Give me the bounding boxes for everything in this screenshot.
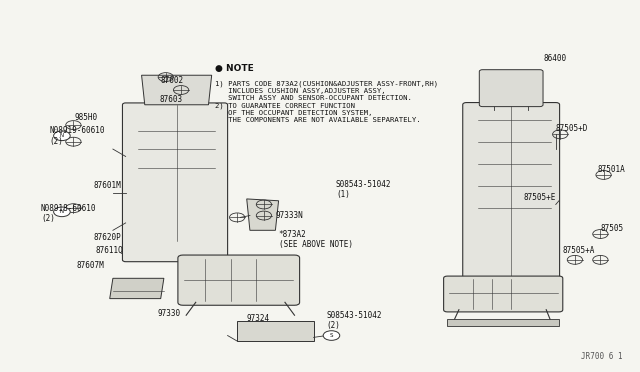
Bar	[447, 319, 559, 326]
Text: 87505+A: 87505+A	[562, 246, 595, 255]
Polygon shape	[141, 75, 212, 105]
Text: 87505+E: 87505+E	[524, 193, 556, 202]
Text: 86400: 86400	[543, 54, 566, 63]
Text: JR700 6 1: JR700 6 1	[581, 352, 623, 361]
Text: 87620P: 87620P	[94, 233, 122, 242]
Text: 97333N: 97333N	[275, 211, 303, 220]
Text: *873A2
(SEE ABOVE NOTE): *873A2 (SEE ABOVE NOTE)	[278, 230, 353, 249]
Text: 87603: 87603	[159, 95, 182, 104]
Text: S08543-51042
(2): S08543-51042 (2)	[326, 311, 382, 330]
Text: S08543-51042
(1): S08543-51042 (1)	[336, 180, 392, 199]
Text: 87505+D: 87505+D	[556, 124, 588, 133]
Polygon shape	[109, 278, 164, 299]
Text: N: N	[60, 133, 64, 138]
Polygon shape	[246, 199, 278, 230]
FancyBboxPatch shape	[479, 70, 543, 107]
FancyBboxPatch shape	[444, 276, 563, 312]
Text: ● NOTE: ● NOTE	[215, 64, 253, 73]
Text: 87602: 87602	[161, 76, 184, 85]
FancyBboxPatch shape	[122, 103, 228, 262]
Text: 87607M: 87607M	[77, 261, 104, 270]
Text: 87601M: 87601M	[94, 182, 122, 190]
FancyBboxPatch shape	[463, 103, 559, 284]
Bar	[237, 321, 314, 341]
Circle shape	[54, 131, 70, 141]
Text: 87505: 87505	[600, 224, 623, 233]
Text: S: S	[330, 333, 333, 338]
Text: 87611Q: 87611Q	[96, 246, 124, 255]
Text: 1) PARTS CODE 873A2(CUSHION&ADJUSTER ASSY-FRONT,RH)
   INCLUDES CUSHION ASSY,ADJ: 1) PARTS CODE 873A2(CUSHION&ADJUSTER ASS…	[215, 81, 438, 123]
Text: N08918-60610
(2): N08918-60610 (2)	[41, 204, 97, 224]
Text: 985H0: 985H0	[75, 113, 98, 122]
Text: N: N	[60, 209, 64, 214]
FancyBboxPatch shape	[178, 255, 300, 305]
Circle shape	[323, 331, 340, 340]
Text: 97324: 97324	[246, 314, 270, 323]
Text: 97330: 97330	[157, 309, 180, 318]
Circle shape	[54, 207, 70, 217]
Text: 87501A: 87501A	[597, 165, 625, 174]
Text: N08919-60610
(2): N08919-60610 (2)	[49, 126, 105, 146]
